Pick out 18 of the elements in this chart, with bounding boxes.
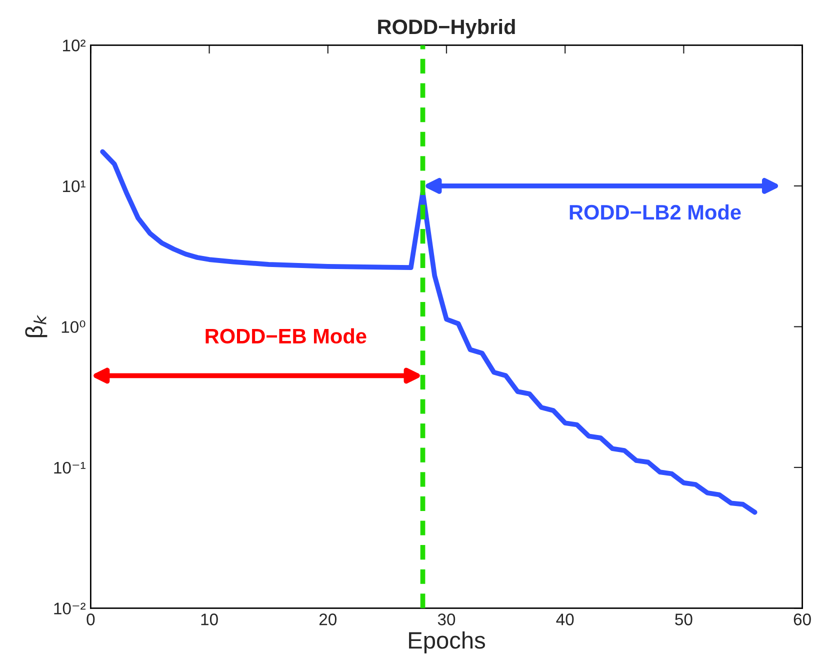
x-tick-label: 0 [86, 614, 95, 626]
y-tick-label: 10⁻² [54, 602, 86, 614]
x-tick-label: 40 [556, 614, 574, 626]
x-tick-label: 30 [438, 614, 456, 626]
y-tick-label: 10¹ [63, 180, 86, 192]
y-tick-label: 10⁰ [62, 320, 86, 333]
x-tick-label: 20 [319, 614, 337, 626]
x-tick-label: 60 [794, 614, 811, 626]
x-axis-title: Epochs [409, 631, 486, 654]
y-tick-label: 10² [63, 40, 86, 52]
y-tick-label: 10⁻¹ [54, 462, 86, 474]
chart-title: RODD−Hybrid [378, 18, 515, 38]
y-axis-title: β$_{k}$ [25, 314, 48, 338]
x-tick-label: 10 [201, 614, 218, 626]
annotation: RODD−EB Mode [206, 328, 366, 344]
annotation: RODD−LB2 Mode [570, 204, 741, 220]
x-tick-label: 50 [675, 614, 692, 626]
line-series [100, 149, 758, 515]
